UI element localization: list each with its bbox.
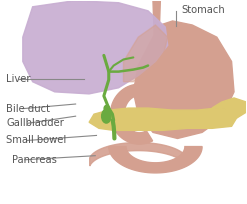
Polygon shape — [109, 147, 202, 173]
Polygon shape — [133, 21, 234, 139]
Text: Pancreas: Pancreas — [13, 155, 57, 165]
Text: Small bowel: Small bowel — [6, 135, 66, 145]
Text: Liver: Liver — [6, 74, 31, 84]
Polygon shape — [124, 25, 168, 82]
Polygon shape — [89, 108, 236, 130]
Text: Bile duct: Bile duct — [6, 104, 50, 114]
Ellipse shape — [102, 109, 111, 123]
Text: Gallbladder: Gallbladder — [6, 118, 64, 128]
Polygon shape — [153, 1, 160, 37]
Polygon shape — [212, 98, 246, 118]
Ellipse shape — [104, 105, 109, 112]
Polygon shape — [90, 143, 187, 166]
Polygon shape — [110, 84, 165, 144]
Text: Stomach: Stomach — [181, 5, 225, 15]
Polygon shape — [23, 1, 168, 94]
